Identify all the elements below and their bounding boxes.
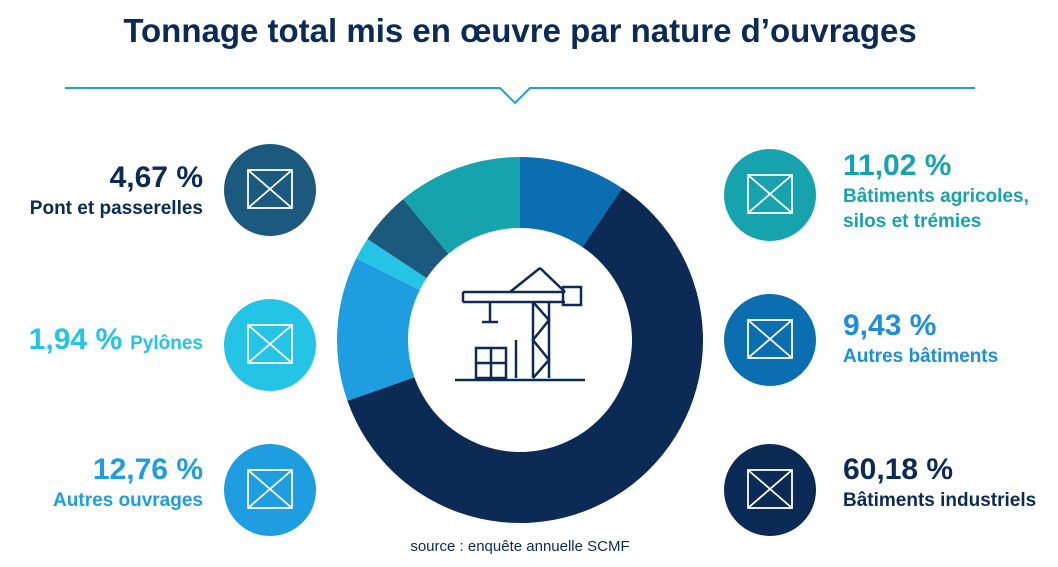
chart-title: Tonnage total mis en œuvre par nature d’… [123,12,917,49]
legend-item: 9,43 % Autres bâtiments [843,308,998,369]
legend-item: 1,94 % Pylônes [29,322,203,358]
category-label: Pylônes [130,333,203,354]
donut-segment [403,157,520,254]
category-label: Bâtiments agricoles, silos et trémies [843,186,1029,232]
icon-shape [747,174,793,214]
icon-art [747,319,793,359]
category-label: Autres bâtiments [843,346,999,367]
legend-item: 11,02 % Bâtiments agricoles, silos et tré… [843,148,1053,234]
donut-segment [337,258,420,401]
crane-icon [455,267,585,382]
icon-shape [747,469,793,509]
icon-art [247,324,293,364]
category-label: Pont et passerelles [29,198,203,219]
value-label: 9,43 % [843,309,937,342]
legend-item: 12,76 % Autres ouvrages [53,452,203,513]
icon-art [747,174,793,214]
icon-shape [247,469,293,509]
donut-segment [347,188,703,524]
icon-shape [247,324,293,364]
value-label: 60,18 % [843,453,954,486]
icon-shape [247,469,293,509]
category-label: Bâtiments industriels [843,490,1037,511]
donut-segment [356,238,427,290]
icon-shape [247,169,293,209]
value-label: 4,67 % [109,161,203,194]
value-label: 12,76 % [92,453,203,486]
icon-shape [747,319,793,359]
value-label: 1,94 % [28,323,123,356]
icon-shape [747,319,793,359]
icon-shape [247,169,293,209]
icon-shape [247,324,293,364]
icon-art [747,469,793,509]
category-label: Autres ouvrages [53,490,203,511]
divider [65,87,975,105]
icon-shape [747,174,793,214]
icon-art [247,469,293,509]
legend-item: 60,18 % Bâtiments industriels [843,452,1036,513]
value-label: 11,02 % [843,149,952,182]
donut-segment [520,157,623,248]
donut-segment [367,199,449,279]
icon-shape [747,469,793,509]
icon-art [247,169,293,209]
source: source : enquête annuelle SCMF [410,538,630,555]
legend-item: 4,67 % Pont et passerelles [30,160,203,221]
